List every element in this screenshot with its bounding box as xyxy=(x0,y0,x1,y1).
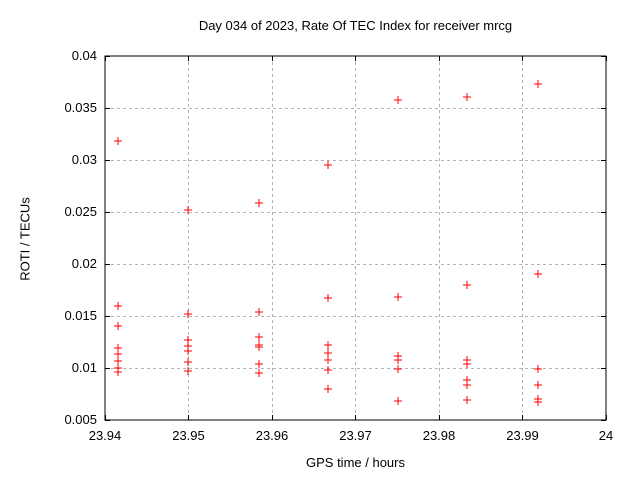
y-tick-label: 0.025 xyxy=(64,204,97,219)
plot-border xyxy=(104,55,607,421)
data-point-marker xyxy=(184,310,192,318)
data-point-marker xyxy=(255,308,263,316)
y-tick-label: 0.035 xyxy=(64,100,97,115)
data-point-marker xyxy=(324,294,332,302)
chart-title: Day 034 of 2023, Rate Of TEC Index for r… xyxy=(198,18,513,33)
data-point-marker xyxy=(463,281,471,289)
data-point-marker xyxy=(324,366,332,374)
x-tick-label: 23.96 xyxy=(256,428,289,443)
x-tick-label: 23.94 xyxy=(89,428,122,443)
data-point-marker xyxy=(255,360,263,368)
data-point-marker xyxy=(534,80,542,88)
x-tick-label: 23.95 xyxy=(172,428,205,443)
data-point-marker xyxy=(534,270,542,278)
data-point-marker xyxy=(394,356,402,364)
data-point-marker xyxy=(114,350,122,358)
x-tick-label: 23.98 xyxy=(423,428,456,443)
y-tick-label: 0.04 xyxy=(72,48,97,63)
data-point-marker xyxy=(114,322,122,330)
data-point-marker xyxy=(114,137,122,145)
data-point-marker xyxy=(394,365,402,373)
data-point-marker xyxy=(463,381,471,389)
data-point-marker xyxy=(324,341,332,349)
y-tick-label: 0.015 xyxy=(64,308,97,323)
data-point-marker xyxy=(114,302,122,310)
data-point-marker xyxy=(255,369,263,377)
data-point-marker xyxy=(534,398,542,406)
data-point-marker xyxy=(184,347,192,355)
y-tick-label: 0.03 xyxy=(72,152,97,167)
x-axis-label: GPS time / hours xyxy=(306,455,405,470)
data-point-marker xyxy=(394,397,402,405)
data-point-marker xyxy=(114,357,122,365)
data-point-marker xyxy=(324,356,332,364)
data-point-marker xyxy=(184,367,192,375)
data-point-marker xyxy=(463,396,471,404)
data-point-marker xyxy=(184,206,192,214)
data-point-marker xyxy=(534,365,542,373)
y-tick-label: 0.005 xyxy=(64,412,97,427)
x-tick-label: 23.99 xyxy=(506,428,539,443)
x-tick-label: 23.97 xyxy=(339,428,372,443)
data-point-marker xyxy=(255,199,263,207)
data-point-marker xyxy=(463,93,471,101)
data-point-marker xyxy=(255,343,263,351)
y-tick-label: 0.01 xyxy=(72,360,97,375)
data-point-marker xyxy=(324,385,332,393)
data-point-marker xyxy=(184,358,192,366)
data-point-marker xyxy=(255,333,263,341)
data-point-marker xyxy=(534,381,542,389)
x-tick-label: 24 xyxy=(599,428,613,443)
data-point-marker xyxy=(324,349,332,357)
y-tick-label: 0.02 xyxy=(72,256,97,271)
data-point-marker xyxy=(394,96,402,104)
data-point-marker xyxy=(463,360,471,368)
data-point-marker xyxy=(324,161,332,169)
data-point-marker xyxy=(114,368,122,376)
data-point-marker xyxy=(394,293,402,301)
